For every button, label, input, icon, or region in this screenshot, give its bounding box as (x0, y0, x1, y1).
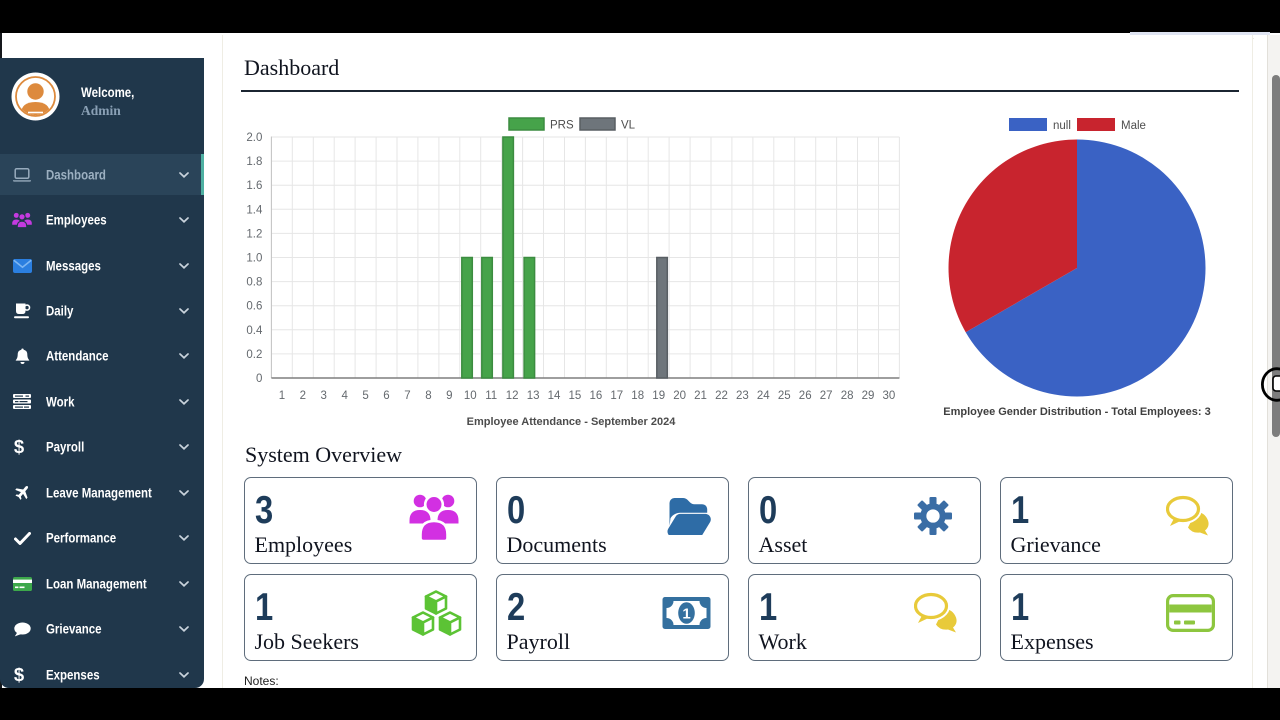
svg-text:1.6: 1.6 (246, 180, 262, 192)
svg-text:4: 4 (341, 390, 348, 402)
svg-text:13: 13 (527, 390, 540, 402)
svg-text:18: 18 (631, 390, 644, 402)
svg-text:8: 8 (425, 390, 431, 402)
svg-text:26: 26 (799, 390, 812, 402)
svg-text:1.0: 1.0 (246, 253, 262, 265)
svg-text:16: 16 (590, 390, 603, 402)
svg-text:9: 9 (446, 390, 452, 402)
svg-text:7: 7 (404, 390, 410, 402)
svg-text:21: 21 (694, 390, 707, 402)
svg-text:10: 10 (464, 390, 477, 402)
svg-text:30: 30 (883, 390, 896, 402)
svg-text:1.4: 1.4 (246, 204, 263, 216)
svg-text:6: 6 (383, 390, 389, 402)
svg-text:0: 0 (256, 373, 262, 385)
svg-text:27: 27 (820, 390, 833, 402)
svg-text:PRS: PRS (550, 120, 574, 132)
svg-text:1.2: 1.2 (246, 228, 262, 240)
svg-text:Employee Attendance - Septembe: Employee Attendance - September 2024 (467, 416, 677, 428)
svg-text:0.2: 0.2 (246, 349, 262, 361)
svg-text:Employee Gender Distribution -: Employee Gender Distribution - Total Emp… (943, 406, 1211, 418)
svg-text:2.0: 2.0 (246, 132, 262, 144)
svg-text:VL: VL (621, 120, 636, 132)
svg-text:15: 15 (569, 390, 582, 402)
svg-text:28: 28 (841, 390, 854, 402)
svg-text:19: 19 (652, 390, 665, 402)
svg-text:2: 2 (300, 390, 306, 402)
svg-text:1: 1 (279, 390, 285, 402)
svg-text:29: 29 (862, 390, 875, 402)
svg-text:3: 3 (320, 390, 326, 402)
svg-text:1.8: 1.8 (246, 156, 262, 168)
svg-text:20: 20 (673, 390, 686, 402)
svg-text:Male: Male (1121, 120, 1146, 132)
svg-text:14: 14 (548, 390, 561, 402)
svg-text:25: 25 (778, 390, 791, 402)
svg-text:12: 12 (506, 390, 519, 402)
svg-text:1: 1 (682, 606, 690, 623)
svg-text:22: 22 (715, 390, 728, 402)
svg-text:0.8: 0.8 (246, 277, 262, 289)
svg-text:11: 11 (485, 390, 497, 402)
svg-text:0.4: 0.4 (246, 325, 263, 337)
svg-text:17: 17 (610, 390, 623, 402)
svg-text:0.6: 0.6 (246, 301, 262, 313)
svg-text:5: 5 (362, 390, 368, 402)
svg-text:null: null (1053, 120, 1071, 132)
svg-text:23: 23 (736, 390, 749, 402)
svg-text:24: 24 (757, 390, 770, 402)
